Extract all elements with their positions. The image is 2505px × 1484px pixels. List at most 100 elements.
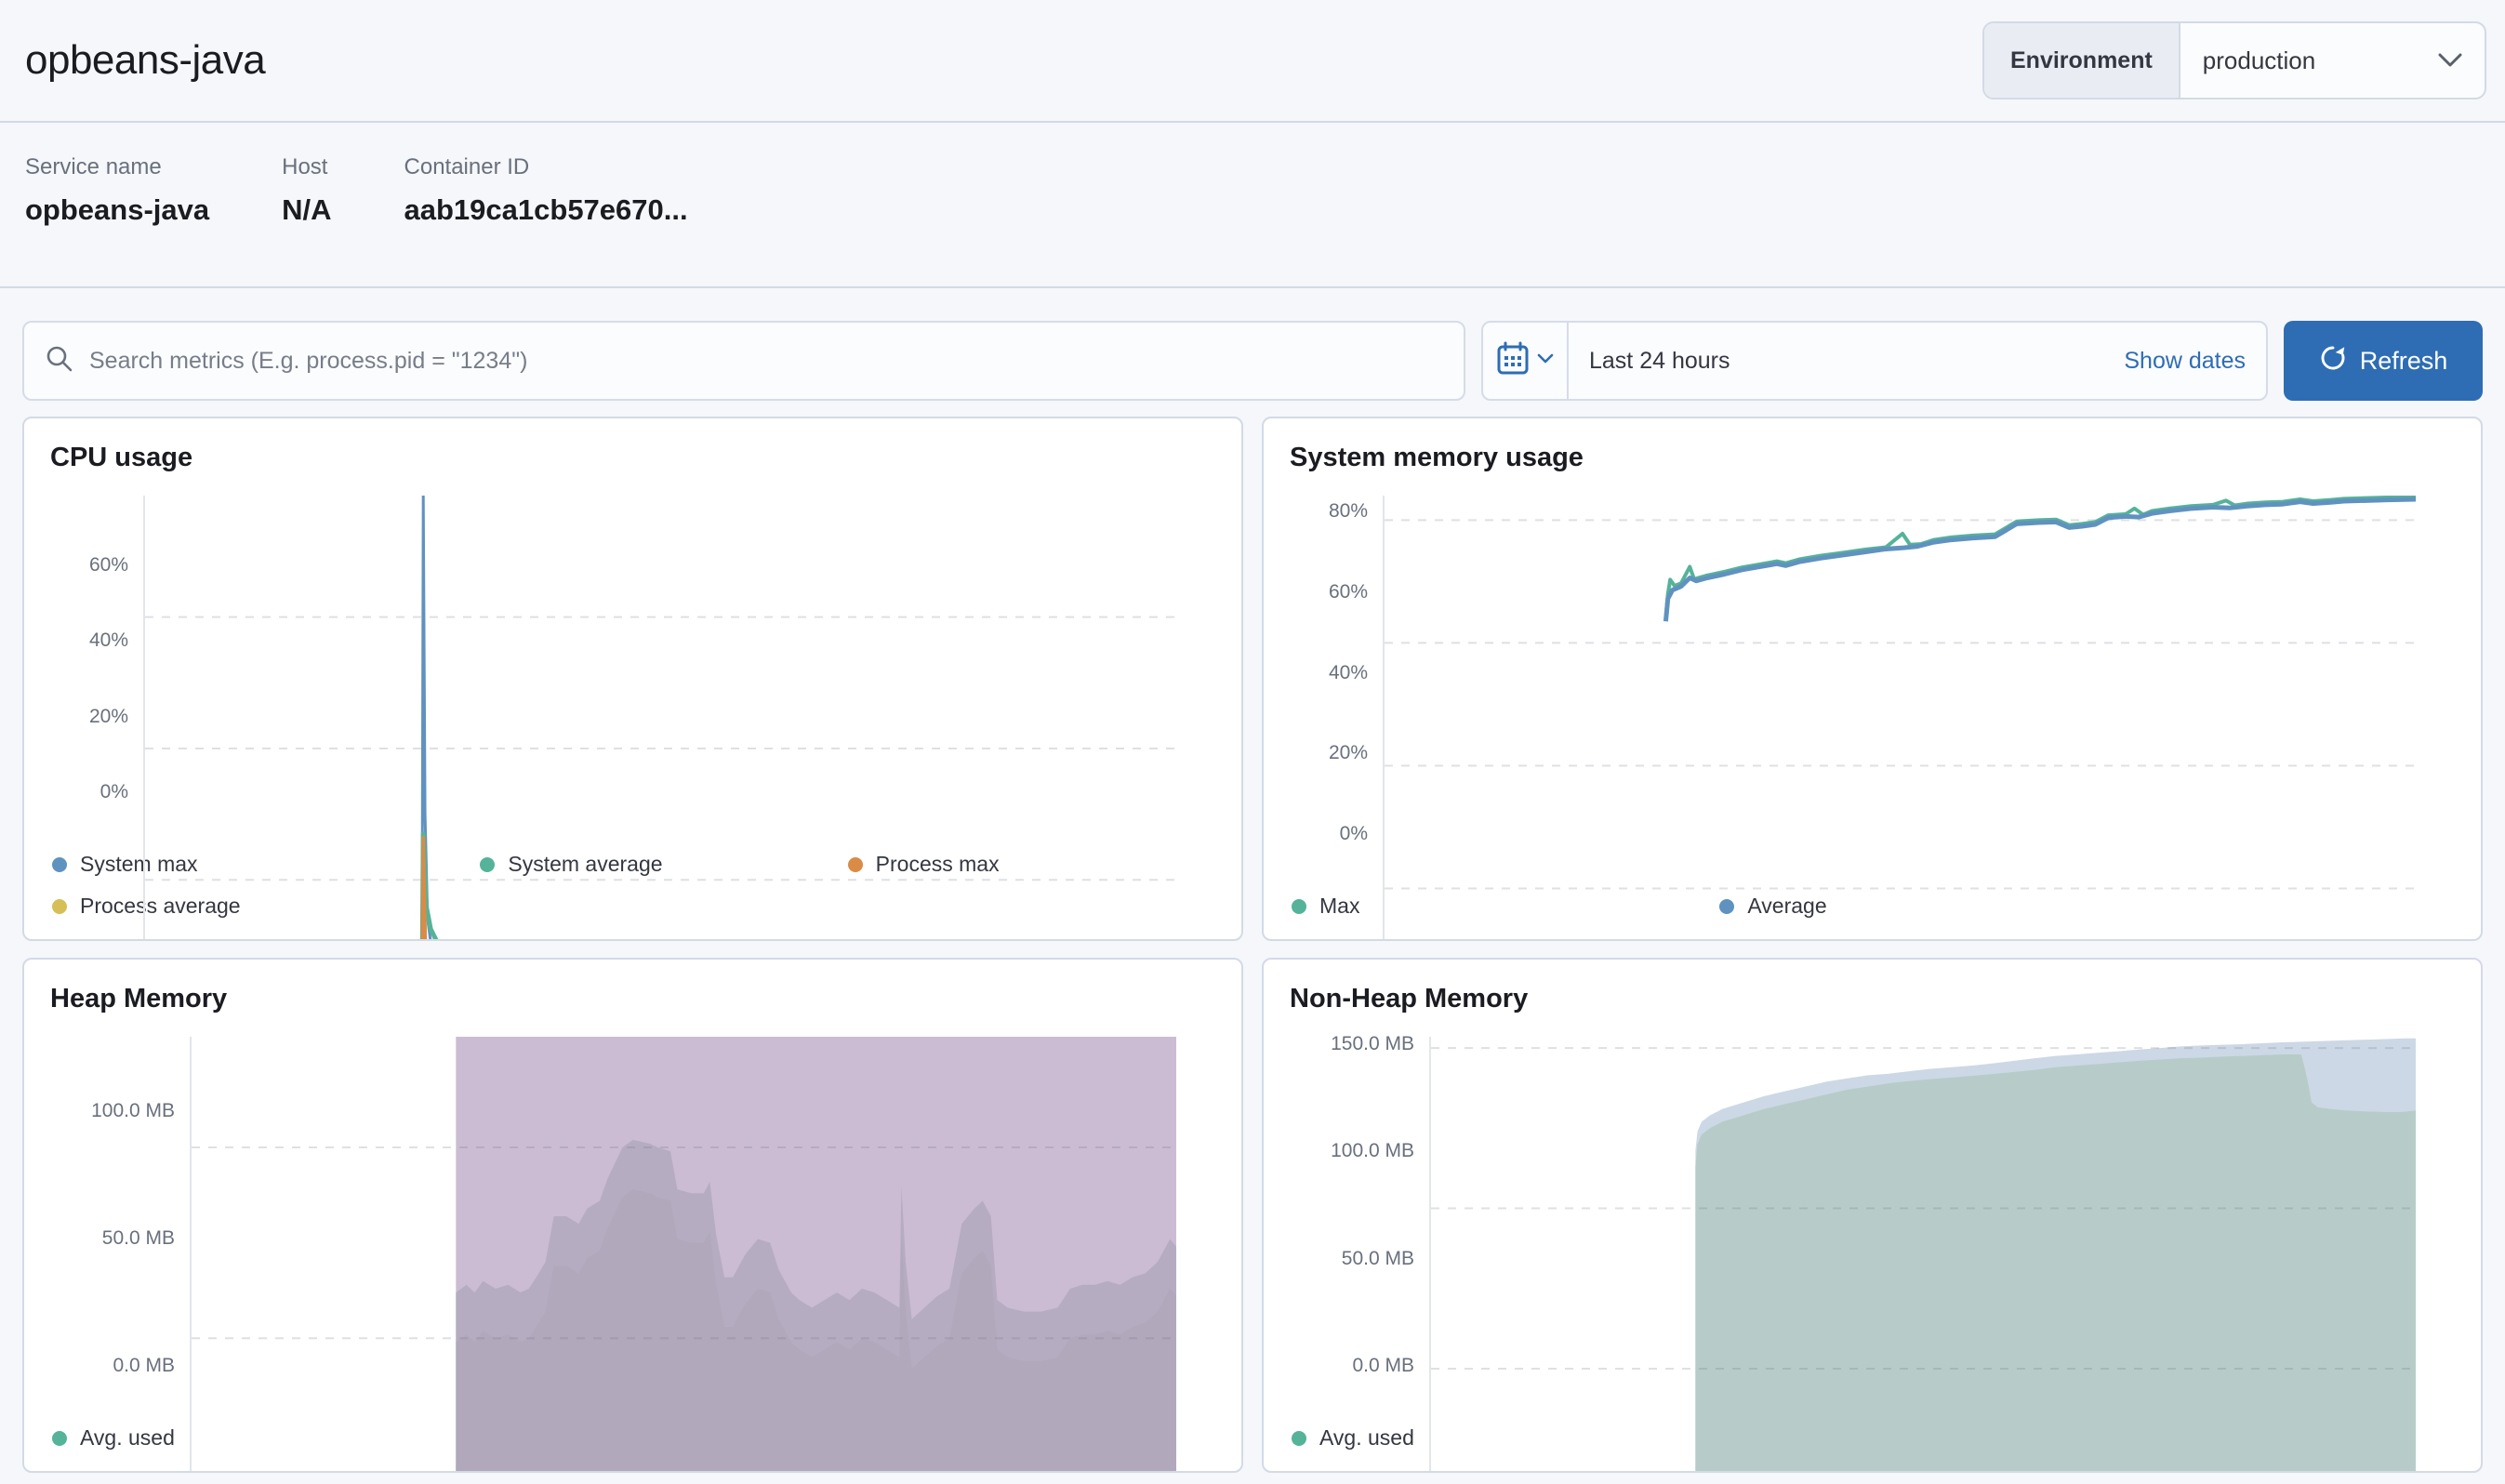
y-axis-tick-label: 100.0 MB xyxy=(1331,1140,1414,1162)
meta-service-name: Service name opbeans-java xyxy=(25,154,209,286)
legend-dot-icon xyxy=(52,856,67,872)
y-axis-tick-label: 150.0 MB xyxy=(1331,1033,1414,1055)
legend-label: System max xyxy=(80,852,198,876)
chart-title: CPU usage xyxy=(50,443,193,472)
charts-grid: CPU usage0%20%40%60%16:00:0019:00:0022:0… xyxy=(0,417,2505,1473)
search-input[interactable] xyxy=(89,347,1443,375)
y-axis-tick-label: 50.0 MB xyxy=(101,1226,175,1249)
legend-dot-icon xyxy=(1719,898,1735,914)
y-axis-tick-label: 0.0 MB xyxy=(113,1355,175,1376)
chart-plot xyxy=(143,496,1176,941)
legend-item-system-max[interactable]: System max xyxy=(52,852,480,877)
legend-item-process-average[interactable]: Process average xyxy=(52,894,480,919)
legend-item-max[interactable]: Max xyxy=(1292,894,1719,919)
legend-item-average[interactable]: Average xyxy=(1719,894,2087,919)
legend-dot-icon xyxy=(52,1430,67,1446)
y-axis-tick-label: 80% xyxy=(1328,500,1368,523)
y-axis-tick-label: 0.0 MB xyxy=(1352,1355,1414,1376)
legend-item-system-average[interactable]: System average xyxy=(480,852,847,877)
legend-dot-icon xyxy=(847,856,863,872)
meta-label: Service name xyxy=(25,154,162,179)
chart-plot xyxy=(1429,1037,2416,1471)
legend-dot-icon xyxy=(1292,898,1306,914)
environment-value: production xyxy=(2202,46,2316,74)
legend-label: Avg. used xyxy=(80,1425,175,1450)
series-line-process-max xyxy=(422,837,1176,941)
legend-label: Process max xyxy=(875,852,1000,876)
chart-panel-non-heap-memory: Non-Heap Memory 0.0 MB 50.0 MB 100.0 MB 150.… xyxy=(1262,958,2483,1473)
search-box xyxy=(22,321,1465,401)
y-axis: 0.0 MB 50.0 MB 100.0 MB 150.0 MB xyxy=(1290,1033,1429,1409)
meta-container-id: Container ID aab19ca1cb57e670... xyxy=(404,154,688,286)
chart-legend: System max System average Process max Proce… xyxy=(52,852,1215,919)
meta-value: opbeans-java xyxy=(25,193,210,226)
legend-item-avg-used[interactable]: Avg. used xyxy=(1292,1425,1719,1451)
chart-title: Non-Heap Memory xyxy=(1290,984,1529,1014)
y-axis-tick-label: 100.0 MB xyxy=(91,1099,175,1121)
series-area-avg-used xyxy=(1695,1053,2416,1471)
legend-label: Process average xyxy=(80,894,241,918)
legend-label: Average xyxy=(1747,894,1827,918)
legend-label: Max xyxy=(1319,894,1360,918)
legend-dot-icon xyxy=(52,898,67,914)
y-axis-tick-label: 20% xyxy=(88,705,128,727)
search-icon xyxy=(45,344,74,378)
y-axis-tick-label: 0% xyxy=(1339,823,1368,844)
chart-panel-cpu-usage: CPU usage0%20%40%60%16:00:0019:00:0022:0… xyxy=(22,417,1243,941)
chart-body: 0%20%40%60%80%16:00:0019:00:0022:00:0001… xyxy=(1290,496,2455,939)
chevron-down-icon xyxy=(1537,352,1554,369)
chart-legend: Max Average xyxy=(1292,894,2455,919)
date-picker-range[interactable]: Last 24 hours Show dates xyxy=(1569,323,2266,399)
date-picker: Last 24 hours Show dates xyxy=(1481,321,2268,401)
series-line-system-max xyxy=(422,496,1176,941)
refresh-icon xyxy=(2319,344,2347,378)
y-axis-tick-label: 0% xyxy=(99,781,128,802)
y-axis-tick-label: 60% xyxy=(88,554,128,576)
y-axis: 0% 20% 40% 60% 80% xyxy=(1290,496,1383,877)
chart-title: Heap Memory xyxy=(50,984,228,1014)
chart-title: System memory usage xyxy=(1290,443,1584,472)
y-axis-tick-label: 20% xyxy=(1328,742,1368,764)
calendar-dropdown-button[interactable] xyxy=(1483,323,1569,399)
meta-value: N/A xyxy=(282,193,332,226)
service-metadata: Service name opbeans-java Host N/A Conta… xyxy=(0,123,2505,288)
meta-value: aab19ca1cb57e670... xyxy=(404,193,688,226)
legend-dot-icon xyxy=(1292,1430,1306,1446)
time-range-value[interactable]: Last 24 hours xyxy=(1589,347,1730,374)
chart-panel-system-memory-usage: System memory usage0%20%40%60%80%16:00:0… xyxy=(1262,417,2483,941)
page-header: opbeans-java Environment production xyxy=(0,0,2505,123)
y-axis: 0.0 MB 50.0 MB 100.0 MB xyxy=(50,1037,190,1409)
legend-label: System average xyxy=(508,852,663,876)
legend-item-avg-used[interactable]: Avg. used xyxy=(52,1425,480,1451)
chevron-down-icon xyxy=(2438,23,2485,98)
page-title: opbeans-java xyxy=(25,37,266,83)
y-axis-tick-label: 50.0 MB xyxy=(1341,1247,1414,1269)
y-axis: 0% 20% 40% 60% xyxy=(50,496,143,835)
toolbar: Last 24 hours Show dates Refresh xyxy=(22,321,2483,401)
legend-item-process-max[interactable]: Process max xyxy=(847,852,1215,877)
calendar-icon xyxy=(1496,341,1530,381)
y-axis-tick-label: 40% xyxy=(1328,661,1368,683)
meta-host: Host N/A xyxy=(282,154,331,286)
chart-plot xyxy=(190,1037,1176,1471)
series-line-system-average xyxy=(422,834,1176,941)
refresh-button[interactable]: Refresh xyxy=(2284,321,2483,401)
environment-prepend-label: Environment xyxy=(1984,23,2180,98)
meta-label: Container ID xyxy=(404,154,530,179)
chart-body: 0%20%40%60%16:00:0019:00:0022:00:0001:00… xyxy=(50,496,1215,939)
refresh-label: Refresh xyxy=(2359,346,2448,375)
y-axis-tick-label: 40% xyxy=(88,629,128,652)
meta-label: Host xyxy=(282,154,328,179)
legend-dot-icon xyxy=(480,856,496,872)
chart-plot xyxy=(1383,496,2416,939)
environment-select[interactable]: Environment production xyxy=(1982,21,2486,99)
legend-label: Avg. used xyxy=(1319,1425,1414,1450)
y-axis-tick-label: 60% xyxy=(1328,581,1368,603)
series-line-average xyxy=(1665,499,2416,621)
series-area-avg-used xyxy=(456,1189,1176,1471)
show-dates-link[interactable]: Show dates xyxy=(2124,347,2246,374)
series-line-max xyxy=(1665,497,2416,618)
